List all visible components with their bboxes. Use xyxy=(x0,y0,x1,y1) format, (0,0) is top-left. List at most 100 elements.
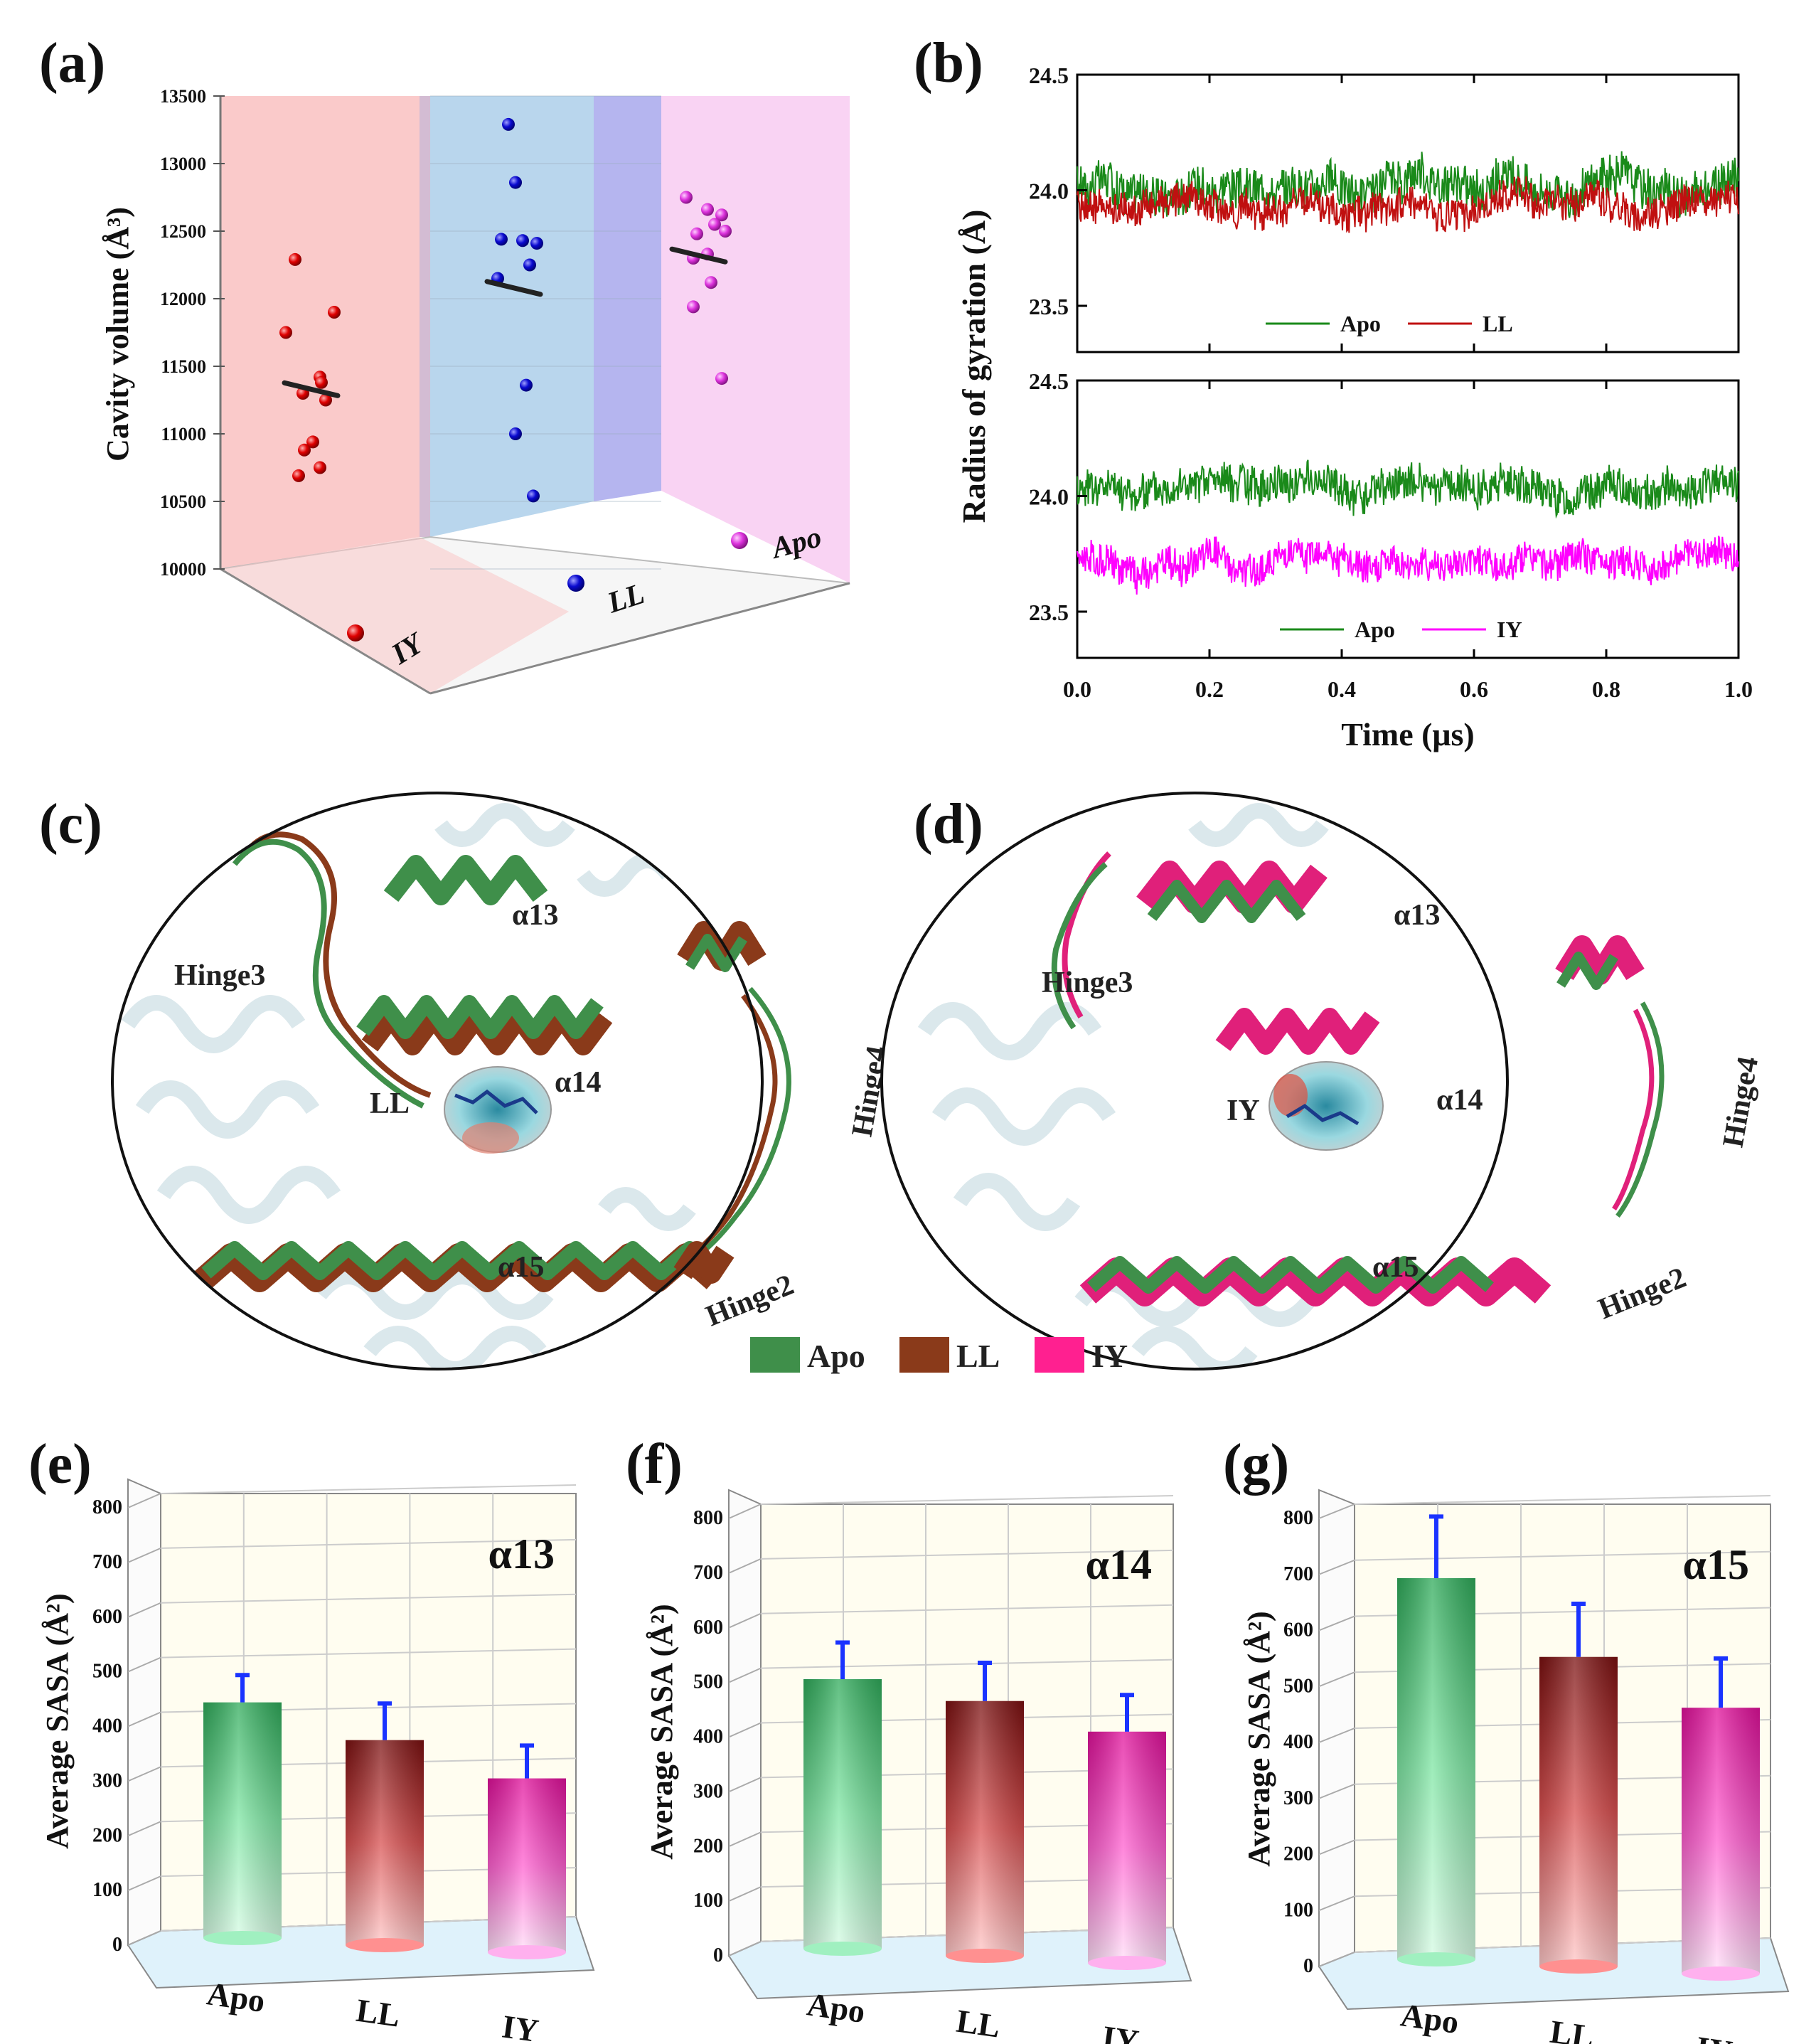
f-bar-base-apo xyxy=(803,1942,882,1956)
a-ytick-label: 12000 xyxy=(160,289,206,309)
a-ytick-label: 11000 xyxy=(161,424,206,445)
a-cat-marker-iy xyxy=(347,624,364,642)
g-side-grid xyxy=(1318,1839,1355,1856)
a-point-apo xyxy=(715,208,728,222)
b-xlabel: Time (μs) xyxy=(1341,716,1474,752)
g-side-grid xyxy=(1318,1952,1355,1967)
a-cat-marker-apo xyxy=(731,532,748,549)
f-xcat-apo: Apo xyxy=(805,1986,867,2030)
f-hgrid xyxy=(760,1549,1174,1560)
a-point-ll xyxy=(509,176,522,189)
a-point-iy xyxy=(306,435,319,449)
f-xcat-iy: IY xyxy=(1100,2018,1141,2044)
b-ylabel: Radius of gyration (Å) xyxy=(956,210,992,523)
d-label-hinge3: Hinge3 xyxy=(1042,967,1133,999)
panel-d-structure: α13 α14 α15 Hinge3 Hinge4 Hinge2 IY xyxy=(880,792,1766,1370)
e-ytick-label: 200 xyxy=(92,1824,122,1846)
panel-label-b: (b) xyxy=(914,32,983,95)
f-bar-base-ll xyxy=(946,1949,1024,1963)
g-xcat-iy: IY xyxy=(1694,2029,1735,2044)
e-hgrid xyxy=(160,1648,577,1659)
g-ytick-label: 100 xyxy=(1283,1899,1313,1921)
c-label-ligand: LL xyxy=(370,1087,410,1120)
e-side-grid xyxy=(127,1656,161,1673)
g-side-grid xyxy=(1318,1671,1355,1688)
legend-label-apo: Apo xyxy=(807,1338,865,1374)
a-point-apo xyxy=(705,276,717,289)
ll-wall xyxy=(430,96,594,537)
a-ytick-label: 11500 xyxy=(161,356,206,377)
iy-floor xyxy=(220,537,569,693)
e-bar-base-ll xyxy=(346,1938,424,1952)
panel-f-sasa-a14: 0 100 200 300 400 500 600 700 800 Average SASA (Å… xyxy=(644,1489,1192,2044)
c-ellipse-bg xyxy=(112,793,762,1369)
d-label-hinge4: Hinge4 xyxy=(1717,1054,1766,1149)
b-bottom-frame xyxy=(1076,379,1740,659)
panel-a-cavity-scatter: 10000 10500 11000 11500 12000 12500 13000 13500… xyxy=(100,86,850,695)
c-a14-apo xyxy=(356,995,604,1039)
iy-wall xyxy=(220,96,420,569)
g-ytick-label: 800 xyxy=(1283,1507,1313,1529)
e-bar-base-apo xyxy=(203,1931,282,1945)
a-mean-line-ll xyxy=(484,279,543,297)
panel-label-f: (f) xyxy=(626,1433,683,1496)
a-gridlines xyxy=(430,95,661,570)
a-cat-marker-ll xyxy=(567,575,584,592)
e-side-grid xyxy=(127,1821,161,1837)
g-side-wall xyxy=(1318,1489,1355,1968)
a-ytick-label: 13000 xyxy=(160,154,206,174)
f-bar-base-iy xyxy=(1088,1956,1166,1970)
f-ytick-label: 800 xyxy=(693,1507,723,1529)
e-ytick-label: 500 xyxy=(92,1661,122,1683)
d-hinge4-apo xyxy=(1615,1001,1665,1218)
g-bar-base-iy xyxy=(1682,1966,1760,1981)
f-ytick-label: 0 xyxy=(713,1944,723,1966)
g-side-grid xyxy=(1318,1559,1355,1575)
c-hinge3-apo xyxy=(232,839,424,1109)
d-label-ligand: IY xyxy=(1227,1095,1260,1127)
g-ytick-label: 700 xyxy=(1283,1563,1313,1585)
b-legend-label-iy: IY xyxy=(1497,617,1522,642)
a-point-iy xyxy=(319,393,332,407)
f-side-grid xyxy=(728,1941,762,1957)
b-ytick-label: 24.5 xyxy=(1029,368,1069,394)
f-side-wall xyxy=(728,1489,762,1957)
g-bar-base-apo xyxy=(1397,1952,1475,1966)
wall-edge xyxy=(420,96,430,537)
e-side-grid xyxy=(127,1766,161,1782)
a-point-iy xyxy=(298,443,311,457)
e-ytick-label: 700 xyxy=(92,1551,122,1573)
e-xcat-apo: Apo xyxy=(205,1975,267,2019)
e-bar-shade-apo xyxy=(203,1702,282,1938)
d-ligand xyxy=(1268,1061,1384,1151)
g-ytick-label: 500 xyxy=(1283,1675,1313,1697)
g-side-grid xyxy=(1318,1728,1355,1743)
legend-swatch-iy xyxy=(1035,1337,1084,1373)
panel-b-rg: 23.5 24.0 24.5 23.5 24.0 24.5 0.0 0.2 0.4 0.6 0.8 1… xyxy=(956,63,1753,752)
f-ytick-label: 300 xyxy=(693,1780,723,1802)
b-series-apo xyxy=(1077,151,1739,220)
e-ytick-label: 800 xyxy=(92,1496,122,1518)
panel-label-g: (g) xyxy=(1223,1433,1289,1496)
a-mean-line-iy xyxy=(282,380,341,398)
a-yticks: 10000 10500 11000 11500 12000 12500 13000 13500 xyxy=(160,86,225,580)
g-title: α15 xyxy=(1683,1541,1750,1588)
a-point-iy xyxy=(315,376,328,389)
b-ytick-label: 24.5 xyxy=(1029,63,1069,88)
f-ytick-label: 600 xyxy=(693,1617,723,1639)
floor-axis-right xyxy=(429,582,850,695)
c-label-hinge3: Hinge3 xyxy=(174,959,265,992)
a-point-apo xyxy=(708,218,721,231)
c-hinge4-apo xyxy=(692,986,791,1261)
b-series-iy xyxy=(1077,536,1739,595)
d-label-a14: α14 xyxy=(1436,1084,1483,1117)
a-ytick-label: 12500 xyxy=(160,221,206,242)
a-mean-line-apo xyxy=(669,246,728,265)
panel-c-structure: α13 α14 α15 Hinge3 Hinge4 Hinge2 LL xyxy=(111,792,894,1370)
a-point-iy xyxy=(279,326,292,339)
e-bar-shade-iy xyxy=(488,1778,566,1952)
e-ytick-label: 600 xyxy=(92,1606,122,1628)
f-bar-shade-apo xyxy=(803,1679,882,1949)
g-side-grid xyxy=(1318,1503,1355,1519)
